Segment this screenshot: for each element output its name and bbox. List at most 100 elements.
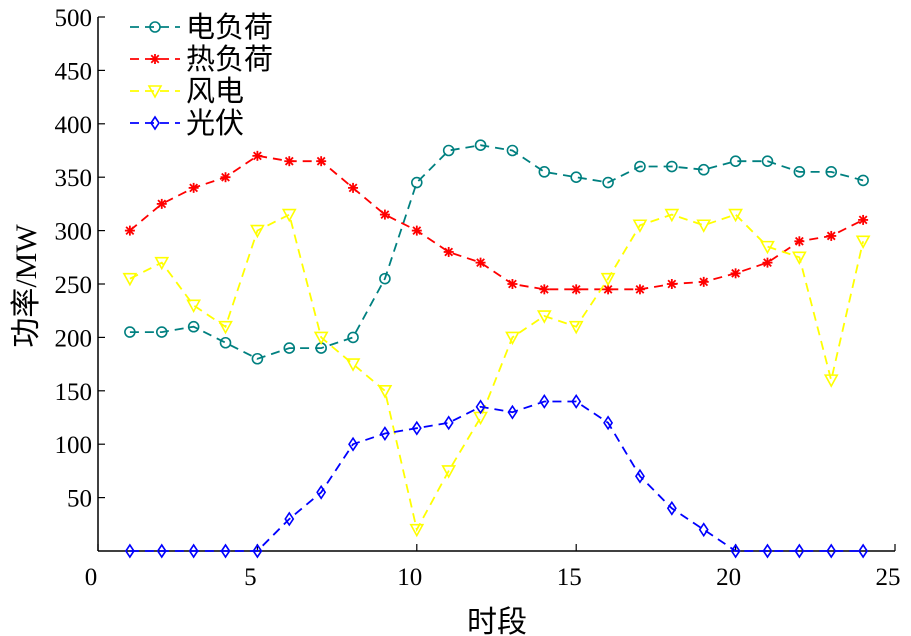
data-point bbox=[825, 166, 838, 178]
data-point bbox=[409, 523, 425, 538]
data-point bbox=[251, 352, 264, 365]
data-point bbox=[730, 268, 741, 279]
x-tick-label: 0 bbox=[85, 564, 98, 591]
data-point bbox=[698, 522, 709, 538]
y-tick-label: 250 bbox=[55, 272, 93, 299]
data-point bbox=[634, 160, 646, 173]
data-point bbox=[858, 543, 869, 559]
data-point bbox=[122, 272, 138, 287]
y-tick-label: 500 bbox=[55, 5, 93, 32]
data-point bbox=[697, 163, 710, 176]
data-point bbox=[571, 284, 582, 295]
data-point bbox=[250, 224, 265, 239]
data-point bbox=[698, 276, 709, 287]
x-tick-label: 10 bbox=[397, 564, 422, 591]
legend-label: 光伏 bbox=[186, 107, 244, 140]
star-stroke bbox=[348, 183, 358, 193]
data-point bbox=[156, 198, 167, 209]
data-point bbox=[664, 208, 680, 223]
legend-label: 热负荷 bbox=[186, 43, 273, 76]
data-point bbox=[855, 235, 871, 249]
data-point bbox=[284, 511, 295, 527]
star-stroke bbox=[763, 258, 772, 268]
data-point bbox=[379, 426, 390, 441]
data-point bbox=[539, 394, 550, 409]
star-stroke bbox=[667, 279, 677, 289]
x-axis-label: 时段 bbox=[467, 606, 527, 636]
star-stroke bbox=[731, 268, 740, 278]
x-tick-label: 20 bbox=[716, 564, 741, 591]
data-point bbox=[188, 182, 199, 193]
y-tick-label: 150 bbox=[55, 379, 93, 406]
data-point bbox=[730, 543, 741, 559]
data-point bbox=[379, 209, 390, 220]
star-stroke bbox=[316, 156, 326, 166]
data-point bbox=[538, 166, 551, 178]
star-stroke bbox=[253, 151, 262, 161]
data-point bbox=[150, 115, 160, 131]
data-point bbox=[220, 543, 231, 559]
star-stroke bbox=[539, 284, 549, 294]
data-point bbox=[124, 326, 136, 338]
data-point bbox=[377, 384, 393, 399]
data-point bbox=[348, 436, 359, 452]
data-point bbox=[793, 166, 806, 178]
data-point bbox=[186, 299, 201, 314]
data-point bbox=[284, 156, 295, 167]
series-3 bbox=[124, 394, 869, 559]
data-point bbox=[761, 155, 774, 167]
star-stroke bbox=[444, 247, 454, 257]
data-point bbox=[281, 208, 297, 223]
data-point bbox=[568, 320, 584, 335]
x-tick-label: 15 bbox=[557, 564, 582, 591]
data-point bbox=[570, 171, 583, 183]
data-point bbox=[760, 240, 775, 255]
data-point bbox=[666, 279, 677, 289]
y-tick-label: 200 bbox=[55, 325, 93, 352]
legend-label: 风电 bbox=[186, 75, 244, 108]
data-point bbox=[188, 543, 199, 559]
data-point bbox=[156, 543, 167, 559]
data-point bbox=[283, 342, 296, 354]
data-point bbox=[505, 331, 520, 346]
data-point bbox=[411, 420, 422, 436]
data-point bbox=[252, 543, 263, 559]
star-stroke bbox=[189, 183, 199, 193]
y-tick-label: 50 bbox=[67, 486, 92, 513]
y-tick-label: 100 bbox=[55, 432, 93, 459]
data-point bbox=[150, 54, 160, 64]
legend-entry-2: 风电 bbox=[130, 75, 244, 108]
star-stroke bbox=[157, 199, 167, 209]
y-tick-label: 450 bbox=[55, 58, 93, 85]
star-stroke bbox=[508, 279, 517, 289]
data-point bbox=[443, 415, 454, 431]
data-point bbox=[345, 358, 361, 372]
data-point bbox=[666, 160, 678, 173]
legend-entry-0: 电负荷 bbox=[130, 11, 273, 44]
data-point bbox=[147, 85, 163, 99]
data-point bbox=[857, 174, 869, 187]
data-point bbox=[155, 326, 168, 338]
data-point bbox=[154, 256, 170, 271]
data-point bbox=[316, 484, 327, 500]
series-2 bbox=[122, 208, 871, 538]
data-point bbox=[794, 236, 805, 247]
data-point bbox=[124, 543, 135, 559]
data-point bbox=[507, 404, 518, 420]
data-point bbox=[410, 176, 423, 189]
data-point bbox=[826, 543, 837, 559]
data-point bbox=[632, 219, 648, 233]
data-point bbox=[794, 543, 805, 559]
data-point bbox=[603, 415, 614, 431]
data-point bbox=[475, 257, 486, 268]
data-point bbox=[729, 155, 742, 167]
data-point bbox=[507, 279, 518, 289]
series-0 bbox=[124, 139, 869, 365]
tick-labels: 0 5 10 15 20 25 50 100 150 200 250 300 350 400 450 500 bbox=[55, 5, 901, 591]
series-line bbox=[129, 213, 864, 533]
star-stroke bbox=[858, 215, 868, 225]
data-point bbox=[379, 272, 391, 285]
data-point bbox=[634, 468, 645, 484]
series-line bbox=[129, 154, 864, 291]
